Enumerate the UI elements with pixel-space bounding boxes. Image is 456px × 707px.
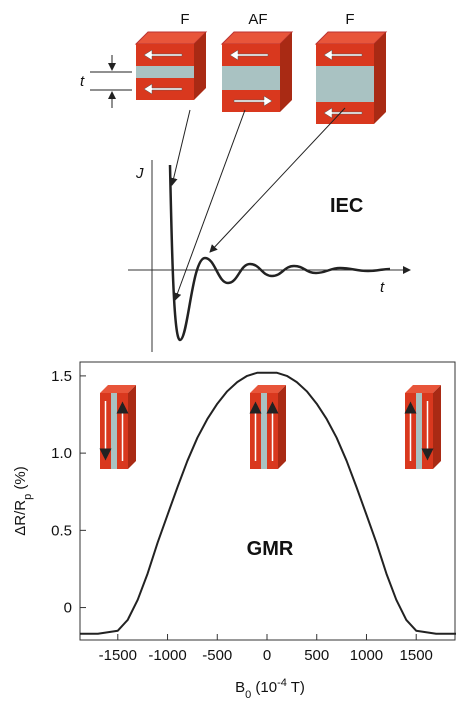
label-part: ΔR/R bbox=[12, 500, 29, 536]
block-side bbox=[374, 32, 386, 124]
thickness-marker bbox=[90, 55, 132, 108]
slab-side bbox=[128, 385, 136, 469]
y-axis-label: ΔR/Rp (%) bbox=[12, 466, 34, 535]
annotation: GMR bbox=[247, 538, 294, 560]
layer-spacer bbox=[136, 66, 194, 78]
x-tick-label: -1500 bbox=[99, 647, 137, 664]
iec-diagram: F AF F t J t IEC bbox=[80, 11, 411, 352]
layer-spacer bbox=[316, 66, 374, 102]
thickness-label: t bbox=[80, 73, 85, 90]
layer-blocks bbox=[134, 31, 388, 124]
magnet-arrow bbox=[323, 49, 363, 61]
y-tick-label: 1.5 bbox=[51, 368, 72, 385]
magnet-arrow bbox=[143, 49, 183, 61]
iec-curve bbox=[168, 164, 391, 342]
magnet-arrow bbox=[143, 83, 183, 95]
label-part: (%) bbox=[12, 466, 29, 494]
slab-spacer bbox=[111, 393, 117, 469]
label-part: (10 bbox=[251, 679, 277, 696]
block-top bbox=[134, 31, 208, 45]
y-tick-label: 0.5 bbox=[51, 522, 72, 539]
slab-top bbox=[405, 385, 441, 393]
block-top bbox=[314, 31, 388, 45]
slab-spacer bbox=[416, 393, 422, 469]
slab-side bbox=[433, 385, 441, 469]
block-label: F bbox=[180, 11, 189, 28]
x-tick-label: -500 bbox=[202, 647, 232, 664]
axis-label: t bbox=[380, 279, 385, 296]
x-tick-label: 500 bbox=[304, 647, 329, 664]
block-label: F bbox=[345, 11, 354, 28]
label-part: 0 bbox=[245, 689, 251, 701]
magnet-arrow bbox=[229, 49, 269, 61]
magnet-arrow bbox=[233, 95, 273, 107]
block-side bbox=[280, 32, 292, 112]
slab-top bbox=[100, 385, 136, 393]
slab-top bbox=[250, 385, 286, 393]
block-side bbox=[194, 32, 206, 100]
block-label: AF bbox=[248, 11, 267, 28]
slab-side bbox=[278, 385, 286, 469]
label-part: -4 bbox=[277, 677, 287, 689]
x-tick-label: 1000 bbox=[350, 647, 383, 664]
x-tick-label: 0 bbox=[263, 647, 271, 664]
layer-spacer bbox=[222, 66, 280, 90]
label-part: p bbox=[22, 494, 34, 500]
y-tick-label: 0 bbox=[64, 600, 72, 617]
diagram-title: IEC bbox=[330, 195, 363, 217]
x-axis-label: B0 (10-4 T) bbox=[235, 677, 305, 701]
x-tick-label: 1500 bbox=[400, 647, 433, 664]
pointer-arrows bbox=[169, 107, 346, 301]
gmr-curve bbox=[80, 371, 456, 635]
label-part: T) bbox=[287, 679, 305, 696]
y-tick-label: 1.0 bbox=[51, 445, 72, 462]
axis-label: J bbox=[135, 165, 144, 182]
slab-spacer bbox=[261, 393, 267, 469]
x-tick-label: -1000 bbox=[148, 647, 186, 664]
block-top bbox=[220, 31, 294, 45]
label-part: B bbox=[235, 679, 245, 696]
magnet-arrow bbox=[323, 107, 363, 119]
